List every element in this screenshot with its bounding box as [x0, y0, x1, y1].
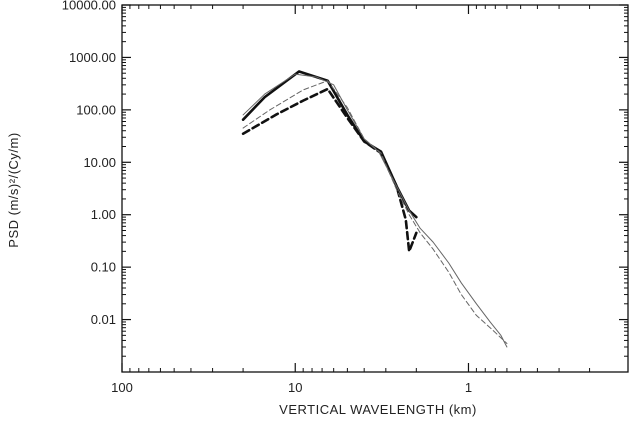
- y-tick-label: 100.00: [76, 102, 116, 117]
- series-line-thin-solid: [242, 73, 508, 348]
- y-tick-label: 0.10: [91, 260, 116, 275]
- series-line-thin-dashed: [242, 80, 508, 344]
- x-axis-title: VERTICAL WAVELENGTH (km): [279, 402, 477, 417]
- y-tick-label: 0.01: [91, 312, 116, 327]
- plot-frame: [121, 4, 629, 373]
- series-line-thick-dashed: [241, 87, 418, 253]
- y-tick-label: 1.00: [91, 207, 116, 222]
- x-tick-label: 10: [288, 380, 302, 395]
- y-tick-label: 1000.00: [69, 50, 116, 65]
- x-tick-label: 1: [465, 380, 472, 395]
- y-tick-label: 10000.00: [62, 0, 116, 13]
- y-tick-label: 10.00: [83, 155, 116, 170]
- y-axis-title: PSD (m/s)²/(Cy/m): [6, 132, 21, 247]
- x-tick-label: 100: [111, 380, 133, 395]
